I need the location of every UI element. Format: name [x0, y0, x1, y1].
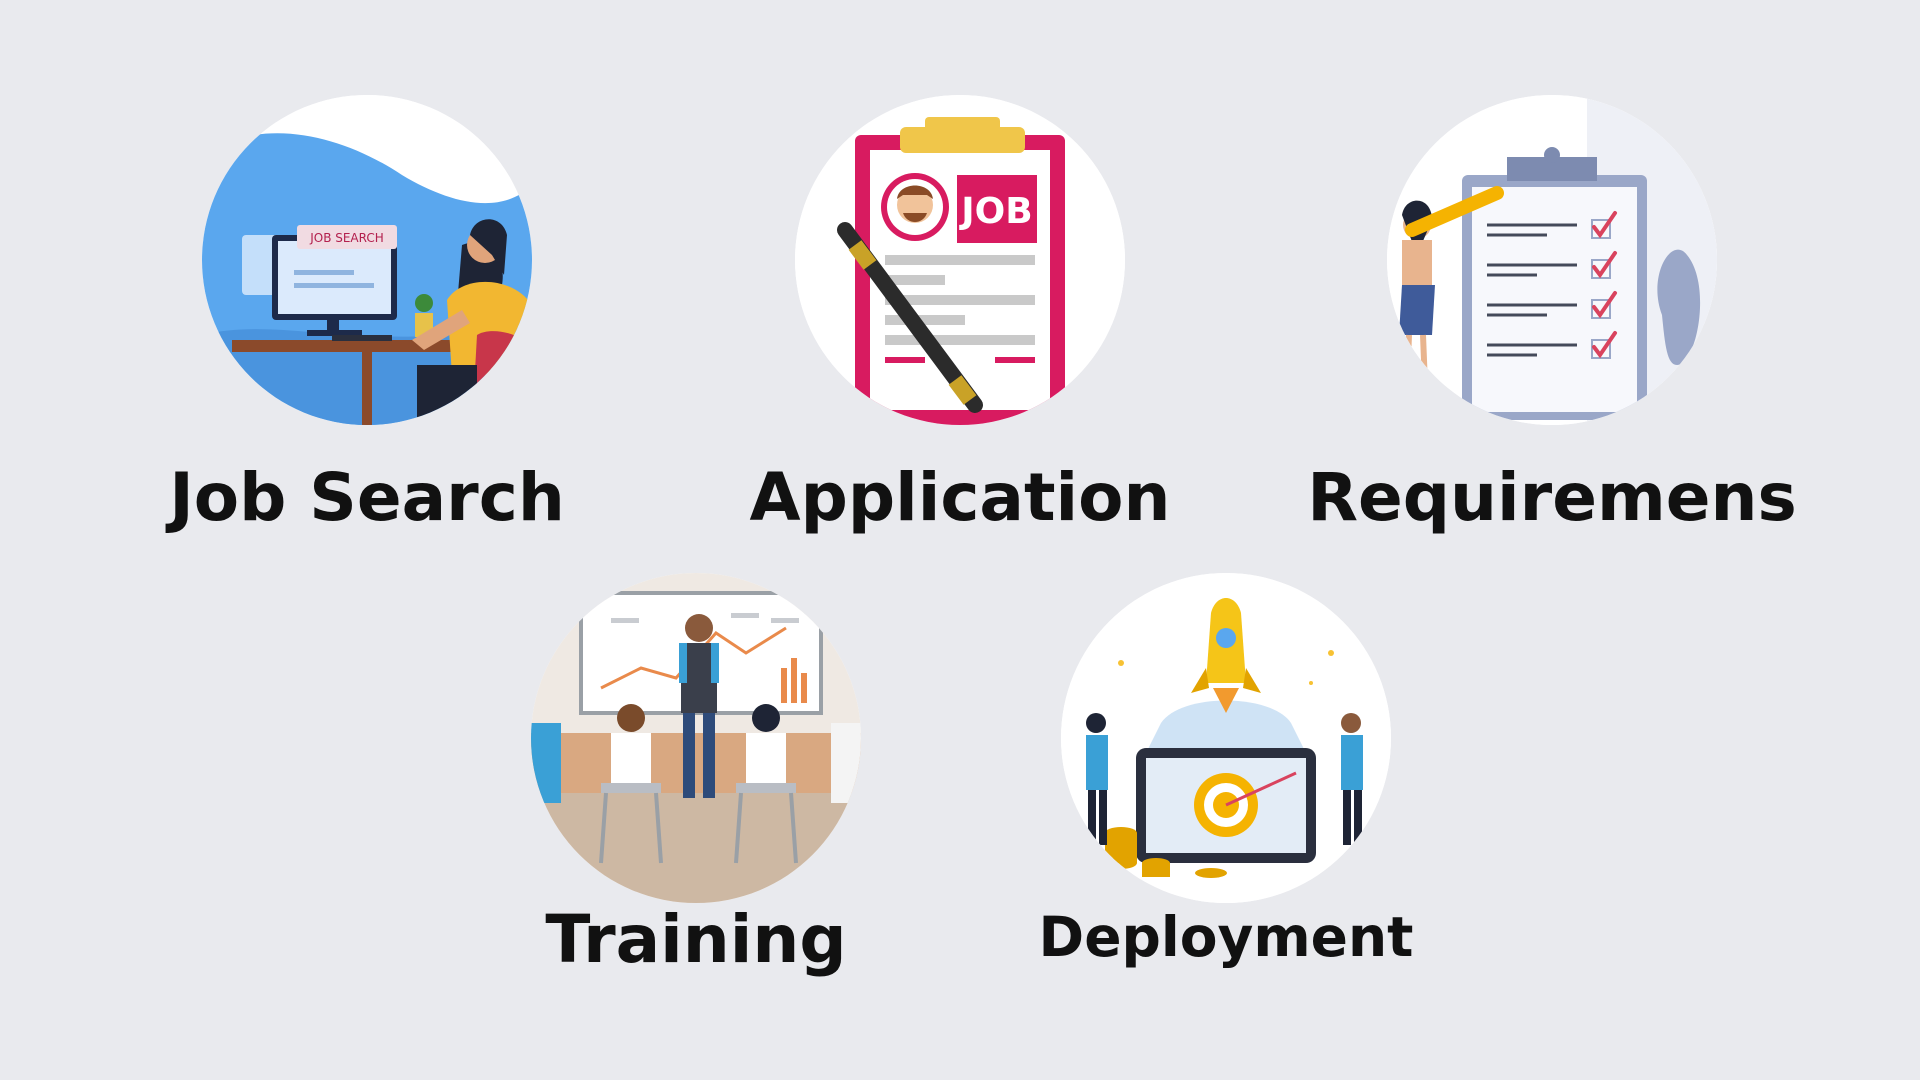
deployment-rocket-illustration [1061, 573, 1391, 903]
job-search-illustration: JOB SEARCH [202, 95, 532, 425]
application-badge-text: JOB [958, 191, 1032, 232]
job-search-screen-text: JOB SEARCH [309, 231, 384, 245]
requirements-circle [1387, 95, 1717, 425]
application-circle: JOB [795, 95, 1125, 425]
step-label-application: Application [749, 459, 1171, 536]
requirements-checklist-illustration [1387, 95, 1717, 425]
step-label-requirements: Requiremens [1307, 459, 1797, 536]
step-label-job-search: Job Search [169, 459, 565, 536]
step-label-training: Training [545, 901, 847, 978]
job-search-circle: JOB SEARCH [202, 95, 532, 425]
training-session-illustration [531, 573, 861, 903]
training-circle [531, 573, 861, 903]
deployment-circle [1061, 573, 1391, 903]
job-application-clipboard-illustration: JOB [795, 95, 1125, 425]
step-label-deployment: Deployment [1038, 905, 1414, 969]
